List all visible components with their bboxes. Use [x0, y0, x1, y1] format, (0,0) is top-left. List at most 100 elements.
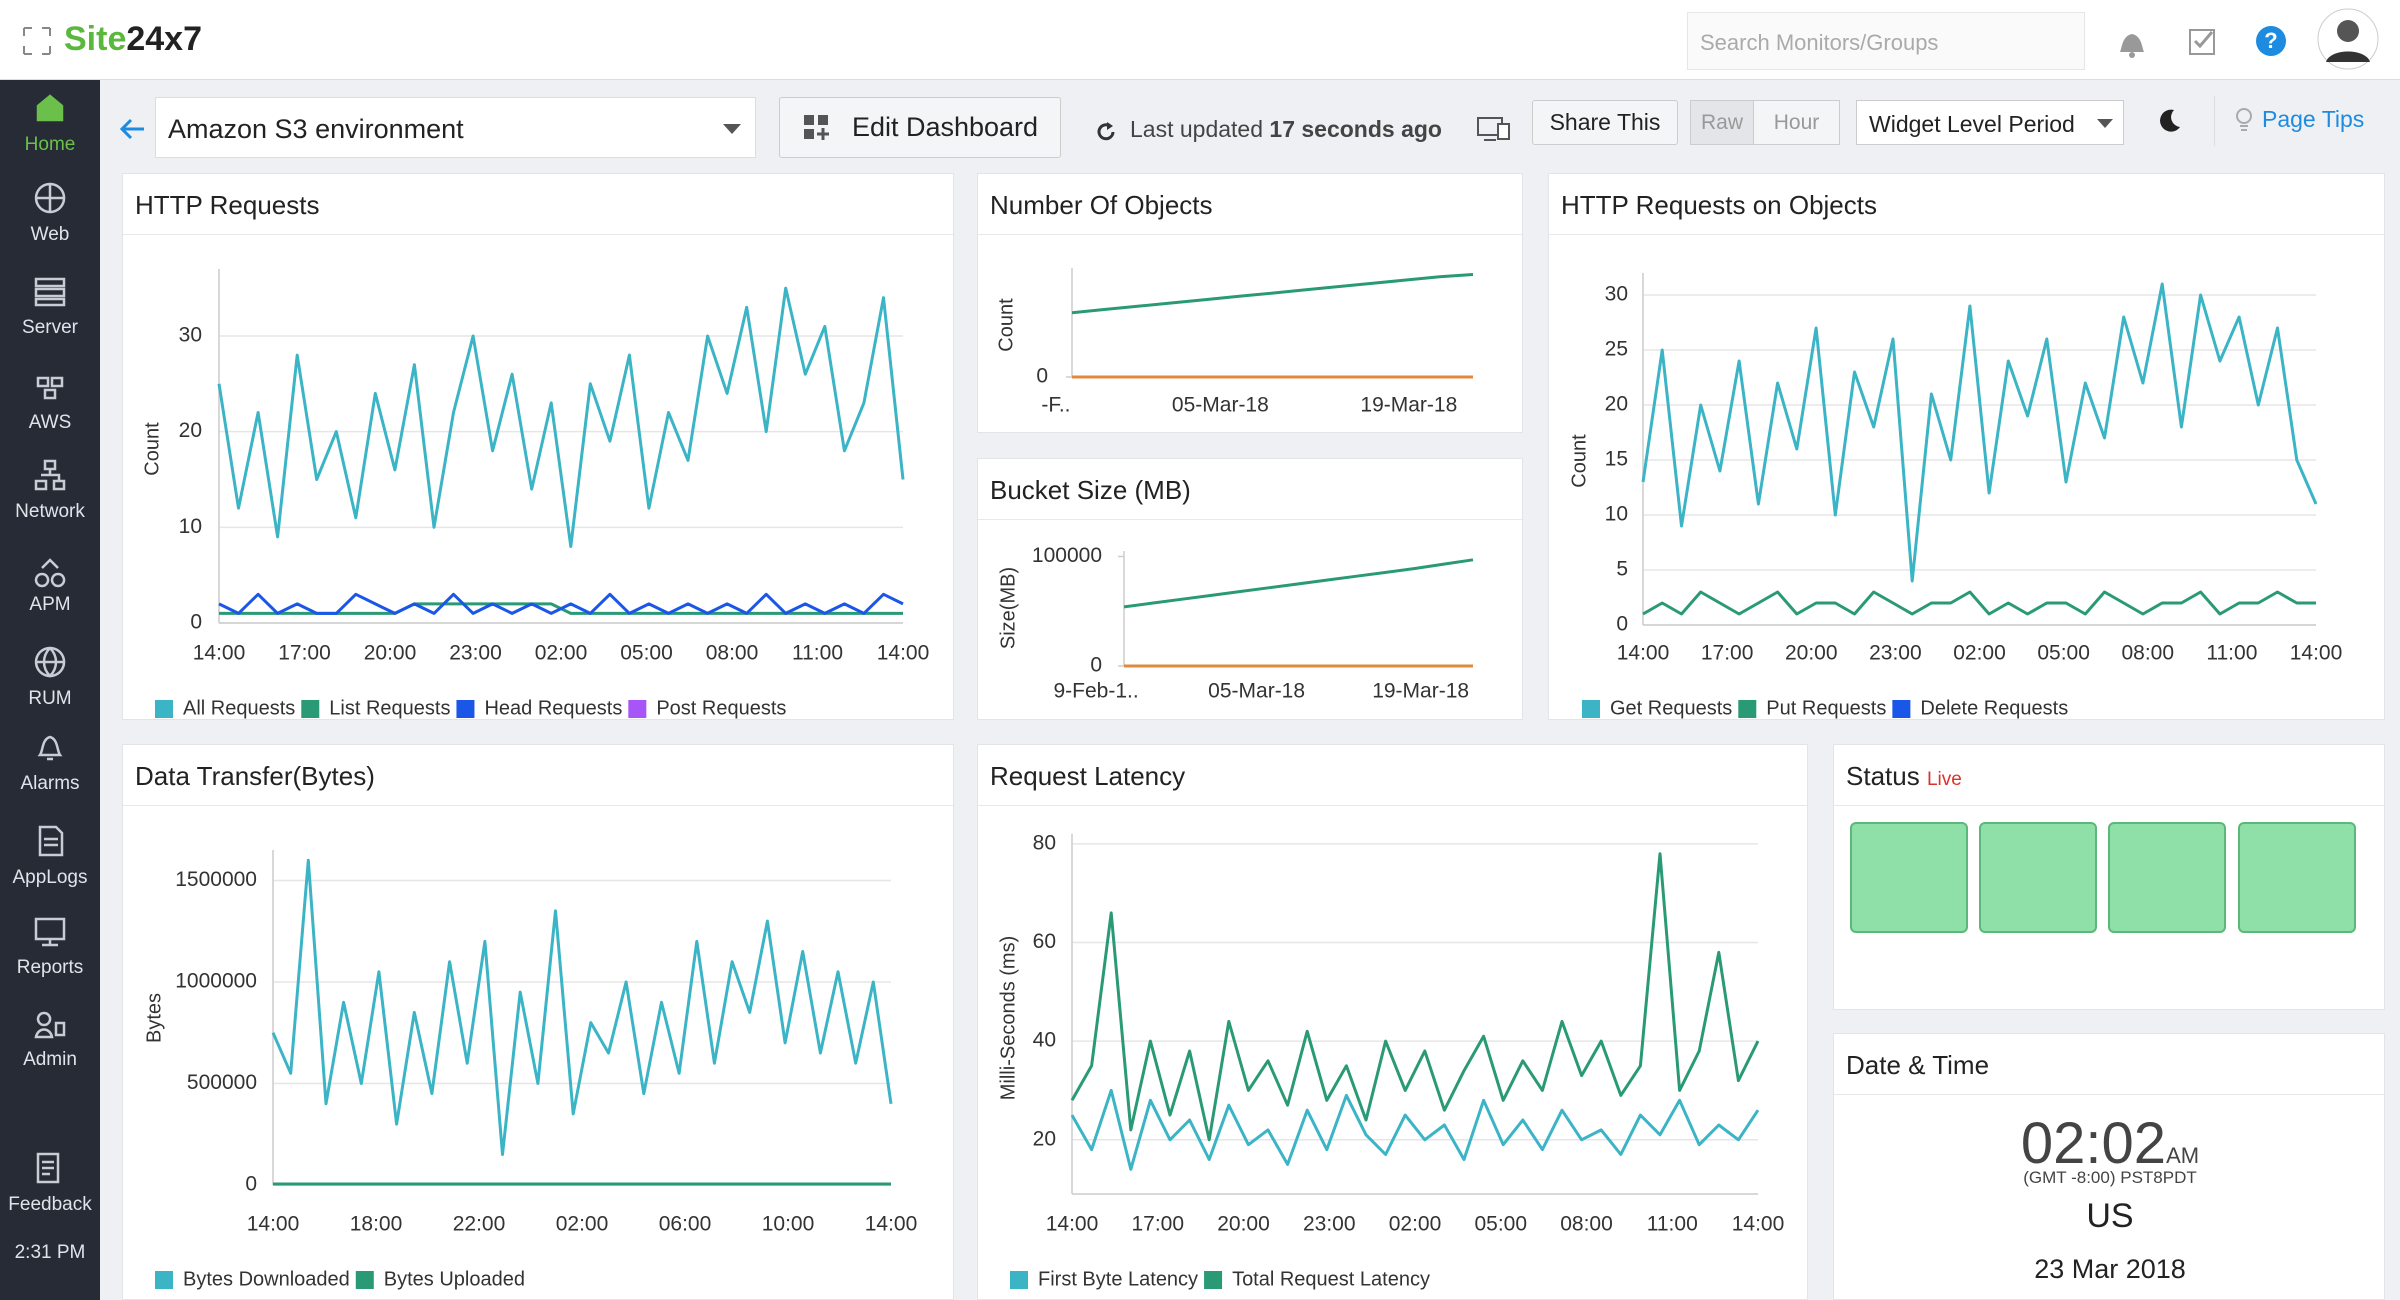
panel: Bucket Size (MB) — [977, 458, 1523, 720]
status-tile[interactable] — [2238, 822, 2356, 933]
nav-label: AppLogs — [12, 867, 88, 888]
nav-label: Alarms — [20, 773, 80, 794]
nav-icon — [34, 182, 66, 214]
checklist-icon[interactable] — [2184, 24, 2224, 60]
panel: Request Latency — [977, 744, 1808, 1300]
caret — [723, 124, 741, 134]
clock-time: 2:31 PM — [14, 1242, 86, 1263]
feedback[interactable]: Feedback — [0, 1148, 100, 1216]
nav-label: Home — [24, 134, 76, 155]
nav-icon — [36, 376, 64, 400]
divider — [123, 234, 953, 235]
sidebar: Home Web Server AWS Network APM RUM Alarms AppLo… — [0, 80, 100, 1300]
panel-title: HTTP Requests — [135, 190, 320, 220]
separator — [2214, 96, 2215, 146]
nav-item[interactable]: Admin — [0, 1003, 100, 1071]
nav-icon — [34, 646, 66, 678]
group-name: Amazon S3 environment — [168, 114, 464, 144]
nav-label: Web — [30, 224, 70, 245]
divider — [978, 519, 1522, 520]
bell-icon[interactable] — [2112, 24, 2152, 60]
nav-item[interactable]: RUM — [0, 642, 100, 710]
clock-ampm: AM — [2166, 1143, 2200, 1168]
divider — [978, 234, 1522, 235]
status-title: Status — [1846, 761, 1920, 791]
edit-dashboard-button[interactable]: Edit Dashboard — [779, 97, 1061, 158]
status-panel: Status Live — [1833, 744, 2385, 1010]
panel: HTTP Requests on Objects — [1548, 173, 2385, 720]
nav-item[interactable]: Alarms — [0, 727, 100, 795]
nav-item[interactable]: APM — [0, 548, 100, 616]
nav-label: AWS — [28, 412, 72, 433]
logo-a: Site — [64, 20, 127, 58]
nav-icon — [34, 277, 66, 307]
dark-mode-toggle[interactable] — [2156, 106, 2184, 134]
nav-icon — [34, 917, 66, 947]
period-toggle: Raw Hour — [1690, 100, 1840, 145]
panel-title: Request Latency — [990, 761, 1186, 791]
back-arrow[interactable] — [118, 116, 148, 142]
nav-label: APM — [29, 594, 71, 615]
date: 23 Mar 2018 — [2034, 1254, 2186, 1284]
expand-icon[interactable] — [22, 26, 52, 56]
nav-item[interactable]: Server — [0, 271, 100, 339]
panel-title: Date & Time — [1846, 1050, 1990, 1080]
panel: HTTP Requests — [122, 173, 954, 720]
nav-item[interactable]: Reports — [0, 911, 100, 979]
page-tips-label: Page Tips — [2262, 106, 2365, 132]
status-tile[interactable] — [1979, 822, 2097, 933]
nav-icon — [34, 558, 66, 588]
nav-item[interactable]: Home — [0, 88, 100, 156]
feedback-icon — [36, 1152, 60, 1184]
last-updated: Last updated 17 seconds ago — [1130, 116, 1442, 143]
group-dropdown[interactable]: Amazon S3 environment — [155, 97, 756, 158]
logo[interactable]: Site24x7 — [64, 20, 202, 59]
nav-icon — [38, 825, 64, 857]
share-button[interactable]: Share This — [1532, 100, 1678, 145]
feedback-label: Feedback — [8, 1194, 92, 1215]
nav-item[interactable]: AppLogs — [0, 821, 100, 889]
panel-title: Number Of Objects — [990, 190, 1213, 220]
last-updated-label: Last updated — [1130, 116, 1264, 142]
datetime-panel: Date & Time 02:02AM (GMT -8:00) PST8PDT … — [1833, 1033, 2385, 1300]
widget-period-label: Widget Level Period — [1869, 111, 2075, 137]
nav-item[interactable]: Network — [0, 455, 100, 523]
panel-title: Status Live — [1846, 761, 1962, 792]
panel: Number Of Objects — [977, 173, 1523, 433]
header: Site24x7 Search Monitors/Groups ? — [0, 0, 2400, 80]
nav-item[interactable]: Web — [0, 178, 100, 246]
refresh-icon[interactable] — [1094, 120, 1118, 144]
page-tips[interactable]: Page Tips — [2234, 106, 2364, 133]
logo-b: 24x7 — [126, 20, 202, 58]
status-tile[interactable] — [2108, 822, 2226, 933]
hour-option[interactable]: Hour — [1773, 110, 1820, 134]
nav-icon — [36, 94, 64, 122]
nav-label: RUM — [28, 688, 72, 709]
nav-label: Reports — [16, 957, 84, 978]
region: US — [2086, 1197, 2134, 1235]
divider — [1834, 805, 2384, 806]
grid-icon — [803, 114, 829, 140]
nav-item[interactable]: AWS — [0, 366, 100, 434]
status-tile[interactable] — [1850, 822, 1968, 933]
panel-title: Data Transfer(Bytes) — [135, 761, 375, 791]
panel-title: Bucket Size (MB) — [990, 475, 1191, 505]
caret — [2097, 119, 2113, 128]
edit-label: Edit Dashboard — [851, 112, 1039, 142]
divider — [978, 805, 1807, 806]
avatar[interactable] — [2316, 6, 2380, 72]
raw-option[interactable]: Raw — [1691, 101, 1754, 144]
clock-time: 02:02 — [2020, 1111, 2167, 1176]
search-box[interactable]: Search Monitors/Groups — [1687, 12, 2085, 70]
panel: Data Transfer(Bytes) — [122, 744, 954, 1300]
divider — [123, 805, 953, 806]
tv-icon[interactable] — [1476, 114, 1512, 144]
timezone: (GMT -8:00) PST8PDT — [2023, 1168, 2197, 1187]
divider — [1834, 1094, 2384, 1095]
bulb-icon — [2236, 107, 2252, 131]
nav-icon — [34, 459, 66, 491]
nav-icon — [37, 735, 63, 761]
widget-period-dropdown[interactable]: Widget Level Period — [1856, 100, 2124, 145]
help-button[interactable]: ? — [2256, 26, 2286, 56]
